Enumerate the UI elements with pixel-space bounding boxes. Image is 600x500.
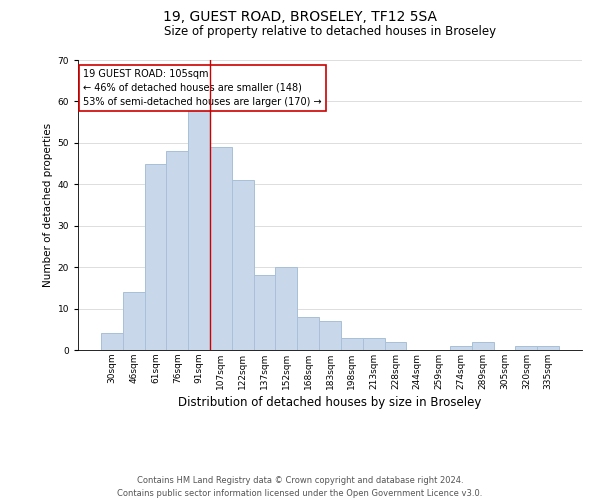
Text: 19 GUEST ROAD: 105sqm
← 46% of detached houses are smaller (148)
53% of semi-det: 19 GUEST ROAD: 105sqm ← 46% of detached … (83, 68, 322, 106)
Bar (254, 276, 275, 350)
Bar (537, 346, 559, 350)
Bar (123, 292, 145, 350)
Bar (210, 147, 232, 350)
Bar (166, 151, 188, 350)
Bar (275, 267, 297, 350)
Bar (145, 164, 166, 350)
Text: 19, GUEST ROAD, BROSELEY, TF12 5SA: 19, GUEST ROAD, BROSELEY, TF12 5SA (163, 10, 437, 24)
Bar (297, 317, 319, 350)
Title: Size of property relative to detached houses in Broseley: Size of property relative to detached ho… (164, 25, 496, 38)
Bar (341, 338, 363, 350)
Bar (385, 342, 406, 350)
Text: Contains HM Land Registry data © Crown copyright and database right 2024.
Contai: Contains HM Land Registry data © Crown c… (118, 476, 482, 498)
Bar (450, 346, 472, 350)
Y-axis label: Number of detached properties: Number of detached properties (43, 123, 53, 287)
Bar (472, 342, 494, 350)
Bar (188, 110, 210, 350)
X-axis label: Distribution of detached houses by size in Broseley: Distribution of detached houses by size … (178, 396, 482, 409)
Bar (101, 334, 123, 350)
Bar (363, 338, 385, 350)
Bar (319, 321, 341, 350)
Bar (515, 346, 537, 350)
Bar (232, 180, 254, 350)
